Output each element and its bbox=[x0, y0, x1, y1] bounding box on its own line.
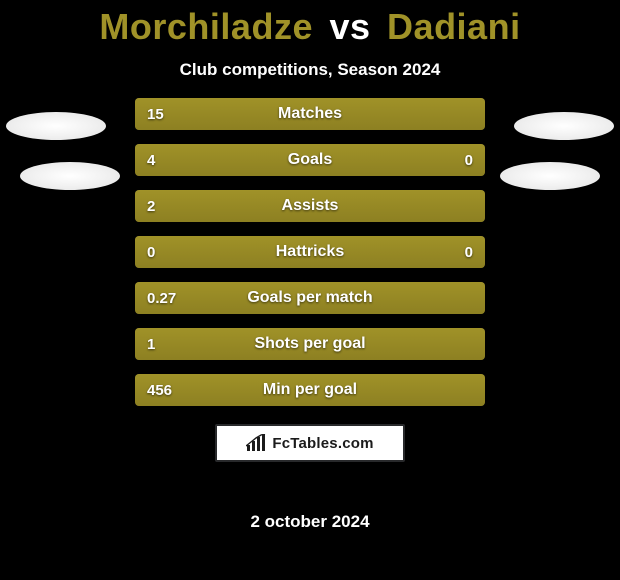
stat-bars-container: 15Matches 04Goals 2Assists 00Hattricks 0.27G… bbox=[135, 98, 485, 420]
brand-badge: FcTables.com bbox=[215, 424, 405, 462]
stat-bar: 1Shots per goal bbox=[135, 328, 485, 360]
title-player2: Dadiani bbox=[387, 6, 521, 47]
stat-bar: 0.27Goals per match bbox=[135, 282, 485, 314]
stat-bar: 04Goals bbox=[135, 144, 485, 176]
decorative-ellipse bbox=[20, 162, 120, 190]
stat-bar: 00Hattricks bbox=[135, 236, 485, 268]
stat-bar: 2Assists bbox=[135, 190, 485, 222]
page-title: Morchiladze vs Dadiani bbox=[0, 0, 620, 48]
comparison-arena: 15Matches 04Goals 2Assists 00Hattricks 0.27G… bbox=[0, 94, 620, 524]
decorative-ellipse bbox=[500, 162, 600, 190]
stat-bar-p1-fill bbox=[135, 374, 485, 406]
stat-bar: 15Matches bbox=[135, 98, 485, 130]
stat-bar-p2-fill bbox=[310, 236, 485, 268]
stat-bar-p1-fill bbox=[135, 328, 485, 360]
stat-bar-p1-fill bbox=[135, 144, 401, 176]
stat-bar: 456Min per goal bbox=[135, 374, 485, 406]
decorative-ellipse bbox=[514, 112, 614, 140]
footer-date: 2 october 2024 bbox=[0, 512, 620, 532]
decorative-ellipse bbox=[6, 112, 106, 140]
subtitle: Club competitions, Season 2024 bbox=[0, 60, 620, 80]
stat-bar-p1-fill bbox=[135, 236, 310, 268]
stat-bar-p1-fill bbox=[135, 282, 485, 314]
stat-bar-p1-fill bbox=[135, 98, 485, 130]
stat-bar-p1-fill bbox=[135, 190, 485, 222]
stat-bar-p2-fill bbox=[401, 144, 485, 176]
title-player1: Morchiladze bbox=[99, 6, 313, 47]
brand-text: FcTables.com bbox=[272, 435, 373, 452]
bar-chart-icon bbox=[246, 434, 266, 452]
title-vs: vs bbox=[329, 6, 370, 47]
